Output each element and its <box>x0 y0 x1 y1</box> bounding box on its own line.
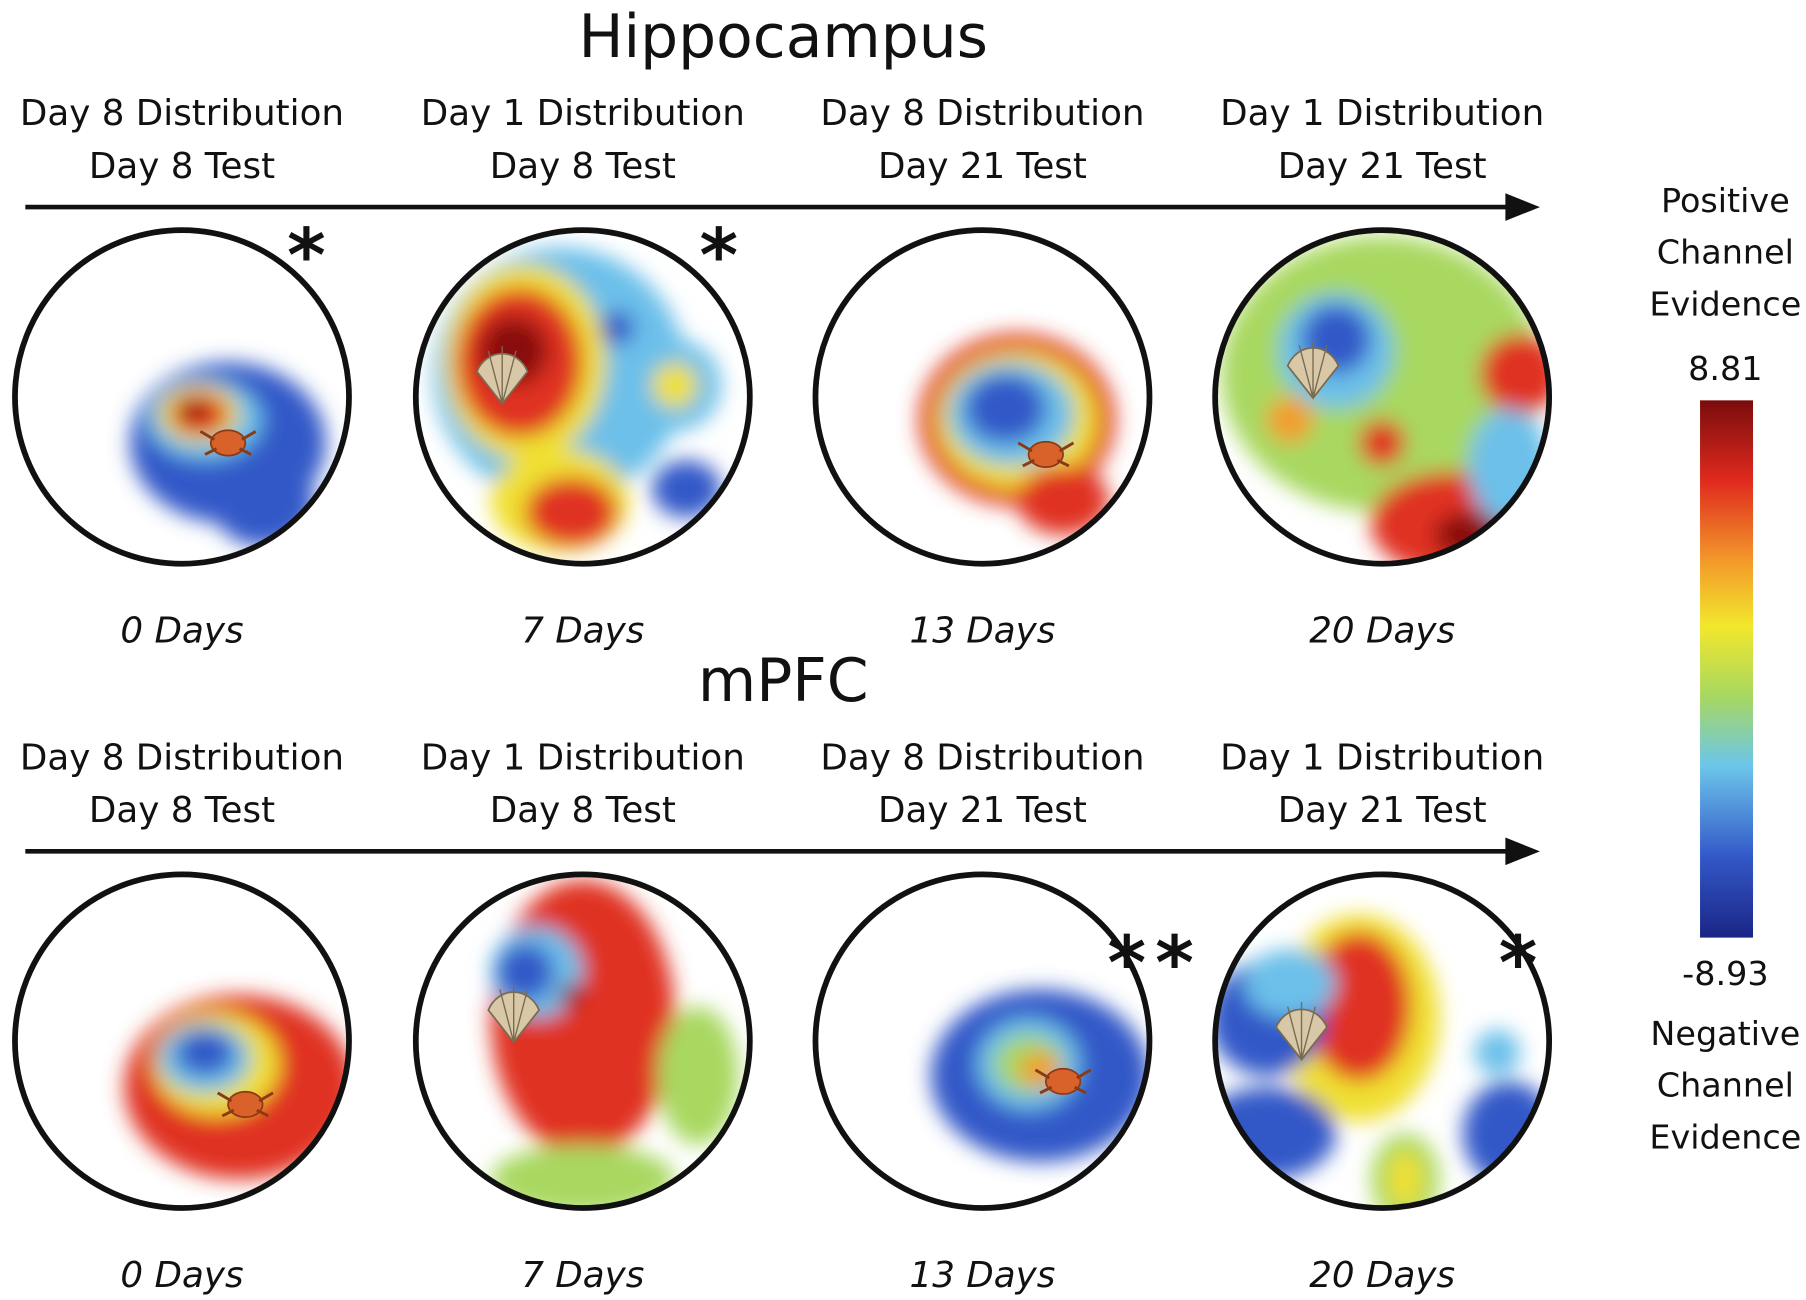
delay-label: 20 Days <box>1309 611 1455 652</box>
distribution-label: Day 8 Distribution <box>820 737 1144 778</box>
distribution-label: Day 8 Distribution <box>820 93 1144 134</box>
heatmap <box>1217 232 1547 562</box>
arena-ring <box>12 227 352 567</box>
crab-legs <box>1034 1068 1092 1095</box>
delay-label: 7 Days <box>521 1255 644 1296</box>
heat-blob <box>176 1029 234 1076</box>
crab-icon <box>209 429 247 457</box>
significance-marker: * <box>699 214 747 299</box>
arena-ring <box>812 227 1153 567</box>
shell-ribs <box>1287 1002 1317 1060</box>
delay-label: 20 Days <box>1309 1255 1455 1296</box>
heat-blob <box>600 310 635 346</box>
arena-ring <box>1212 871 1553 1211</box>
distribution-label: Day 1 Distribution <box>1220 93 1544 134</box>
colorbar-top-label: Channel <box>1657 233 1794 272</box>
section-title: Hippocampus <box>579 2 988 72</box>
heat-blob <box>1017 465 1110 535</box>
colorbar <box>1700 400 1754 938</box>
crab-icon <box>227 1090 264 1118</box>
test-label: Day 21 Test <box>1278 790 1487 831</box>
colorbar-top-label: Evidence <box>1649 285 1801 324</box>
heatmap-blobs <box>919 333 1115 535</box>
delay-label: 0 Days <box>120 611 243 652</box>
arena-ring <box>412 227 753 567</box>
arena-ring <box>12 871 352 1211</box>
distribution-label: Day 8 Distribution <box>20 737 344 778</box>
heat-blob <box>1474 1029 1521 1076</box>
heat-blob <box>525 477 618 547</box>
colorbar-min: -8.93 <box>1682 954 1768 993</box>
delay-label: 13 Days <box>910 1255 1056 1296</box>
heatmap-blobs <box>130 362 326 547</box>
heat-blob <box>559 983 583 1007</box>
significance-marker: * <box>1499 922 1547 1007</box>
heat-blob <box>1266 396 1314 443</box>
crab-legs <box>216 1091 274 1118</box>
shell-ribs <box>499 984 529 1043</box>
heat-blob <box>651 460 722 518</box>
heatmap <box>817 232 1148 562</box>
colorbar-max: 8.81 <box>1688 349 1762 388</box>
heat-blob <box>490 1144 675 1206</box>
colorbar-bottom-label: Channel <box>1657 1066 1794 1105</box>
arena-ring <box>1212 227 1553 567</box>
heat-blob <box>210 454 315 547</box>
distribution-label: Day 1 Distribution <box>421 93 745 134</box>
delay-label: 0 Days <box>120 1255 243 1296</box>
test-label: Day 8 Test <box>89 790 275 831</box>
heat-blob <box>1387 1150 1423 1206</box>
shell-ribs <box>1298 340 1328 399</box>
distribution-label: Day 8 Distribution <box>20 93 344 134</box>
heatmap <box>17 876 347 1206</box>
test-label: Day 8 Test <box>490 146 676 187</box>
colorbar-bottom-label: Negative <box>1650 1014 1800 1053</box>
heatmap <box>1217 876 1547 1206</box>
test-label: Day 8 Test <box>89 146 275 187</box>
heat-blob <box>1307 931 1411 1082</box>
heat-blob <box>651 362 698 409</box>
arrow-head <box>1505 193 1540 221</box>
arena-ring <box>412 871 753 1211</box>
test-label: Day 21 Test <box>878 790 1087 831</box>
heat-blob <box>657 1006 739 1145</box>
shell-ribs <box>487 346 517 404</box>
delay-label: 7 Days <box>521 611 644 652</box>
heat-blob <box>179 400 208 422</box>
distribution-label: Day 1 Distribution <box>421 737 745 778</box>
arena-ring <box>812 871 1153 1211</box>
section-title: mPFC <box>698 646 869 716</box>
crab-icon <box>1027 440 1064 468</box>
heat-blob <box>965 373 1046 443</box>
crab-legs <box>1017 441 1075 468</box>
heatmap <box>418 232 748 562</box>
distribution-label: Day 1 Distribution <box>1220 737 1544 778</box>
test-label: Day 21 Test <box>1278 146 1487 187</box>
heatmap <box>17 232 347 562</box>
heatmap-blobs <box>930 989 1148 1162</box>
heat-blob <box>496 943 555 1001</box>
test-label: Day 8 Test <box>490 790 676 831</box>
heat-blob <box>1359 419 1406 466</box>
heatmap <box>418 876 748 1206</box>
crab-legs <box>199 430 257 456</box>
delay-label: 13 Days <box>910 611 1056 652</box>
crab-icon <box>1044 1067 1082 1095</box>
test-label: Day 21 Test <box>878 146 1087 187</box>
heatmap <box>817 876 1148 1206</box>
heatmap-blobs <box>490 880 739 1206</box>
colorbar-top-label: Positive <box>1661 181 1790 220</box>
heatmap-blobs <box>433 247 722 553</box>
colorbar-bottom-label: Evidence <box>1649 1117 1801 1156</box>
arrow-head <box>1505 837 1540 866</box>
significance-marker: * <box>287 214 335 299</box>
significance-marker: ** <box>1107 922 1203 1007</box>
heatmap-blobs <box>124 995 347 1180</box>
heat-blob <box>1243 949 1337 1019</box>
